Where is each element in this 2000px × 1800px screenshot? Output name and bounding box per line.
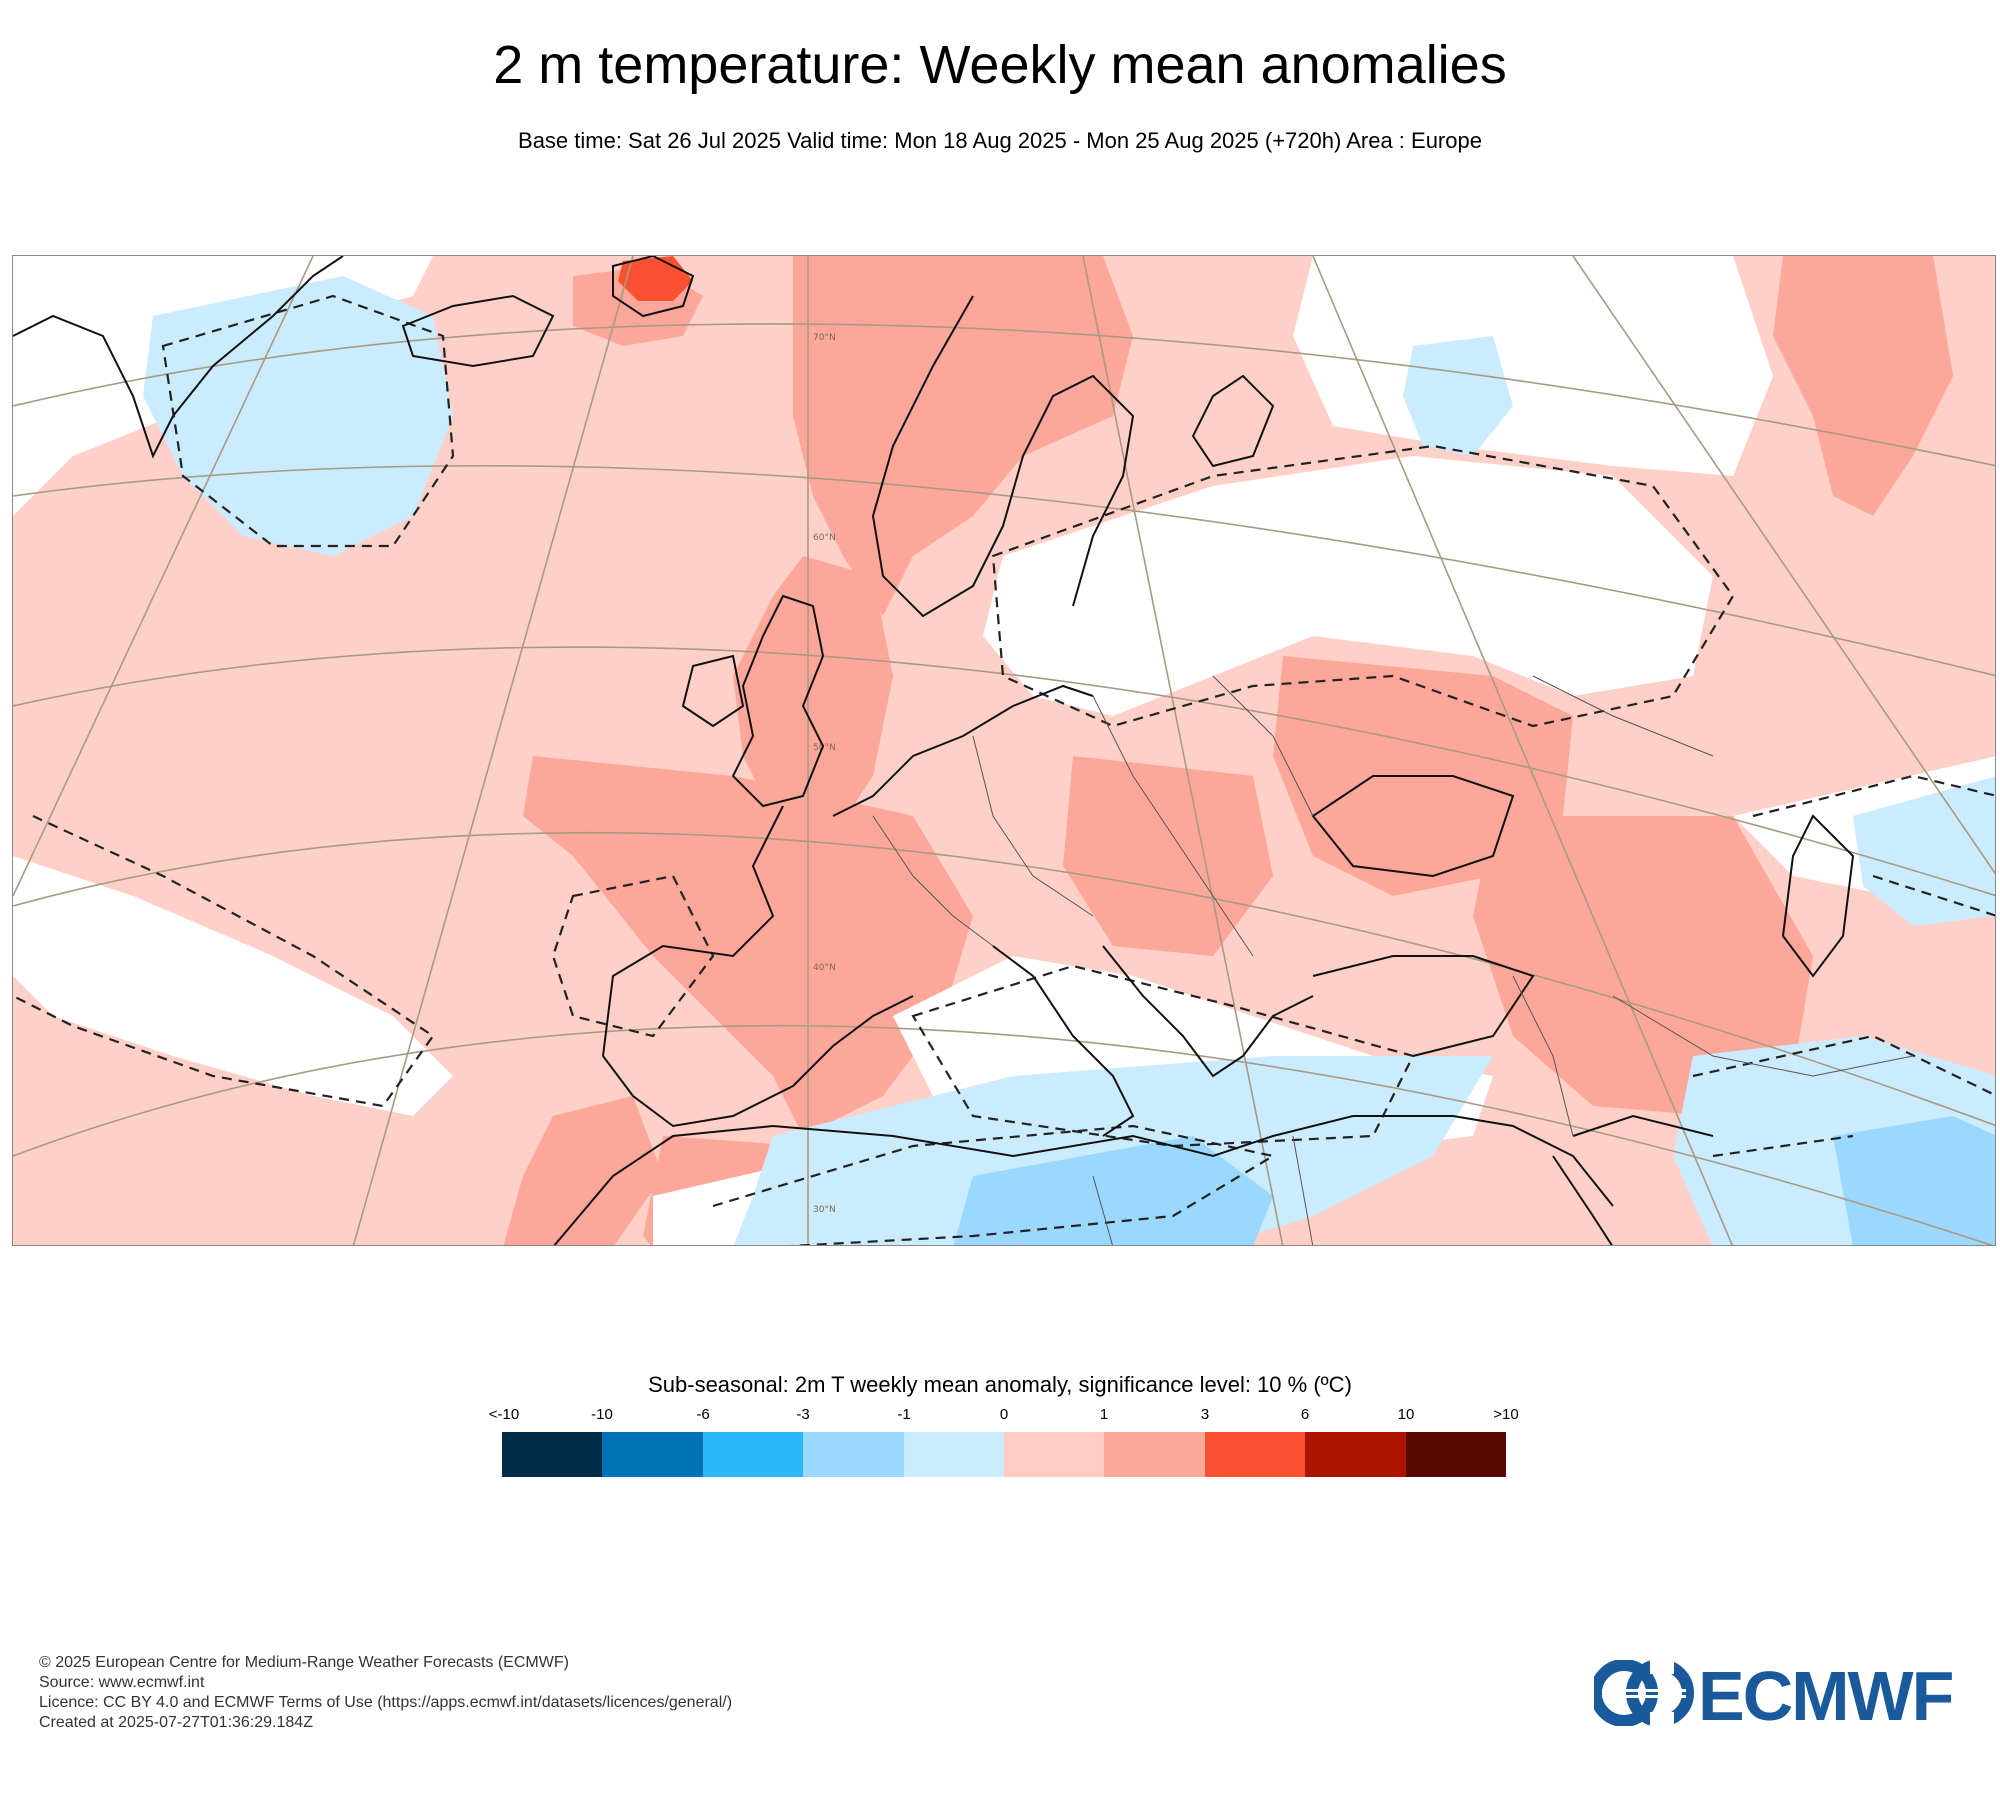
lon-line-4 [1082,256,1284,1245]
cold-region-sahara [953,1136,1273,1245]
coast-svalbard [612,256,695,318]
coast-british-isles [681,594,825,808]
page-subtitle: Base time: Sat 26 Jul 2025 Valid time: M… [518,128,1482,153]
legend-swatch-2 [702,1432,804,1477]
warm-region-north-africa [503,1096,663,1245]
legend-swatch-4 [903,1432,1005,1477]
lat-line-30 [13,1024,1994,1245]
border-line-7 [1092,1135,1314,1245]
coast-balkans [1102,945,1314,1078]
legend-tick: -6 [696,1406,710,1423]
lat-label-70: 70°N [813,333,836,343]
coast-caspian [1781,814,1855,978]
map-canvas: 70°N 60°N 50°N 40°N 30°N [13,256,1995,1245]
coast-north-africa [553,1115,1614,1245]
warm-region-france [523,756,973,1136]
contour-atlantic [13,815,435,1108]
legend-swatch-8 [1305,1432,1406,1477]
lat-line-40 [13,831,1995,1127]
coast-iceland [401,294,555,368]
page-title: 2 m temperature: Weekly mean anomalies [493,35,1507,95]
lat-line-50 [13,646,1995,897]
cool-region-russia-north [1403,336,1513,456]
lat-label-30: 30°N [813,1205,836,1215]
legend-tick: 10 [1397,1406,1415,1423]
footer-copyright: © 2025 European Centre for Medium-Range … [39,1654,569,1671]
legend-tick: 1 [1099,1406,1109,1423]
country-borders [872,675,1914,1245]
ecmwf-logo: ECMWF [1594,1657,1974,1735]
warm-region-balkans [1063,756,1273,956]
footer-created: Created at 2025-07-27T01:36:29.184Z [39,1714,313,1731]
legend-tick: 6 [1300,1406,1310,1423]
contour-greenland [161,294,455,548]
graticule [13,256,1995,1245]
coast-france-iberia [601,805,914,1128]
warm-region-north-sea [733,556,893,836]
border-line-6 [1612,995,1914,1077]
lat-line-60 [13,464,1995,677]
lat-label-40: 40°N [813,963,836,973]
legend-swatch-6 [1104,1432,1205,1477]
legend-tick: -1 [897,1406,911,1423]
anomaly-map[interactable]: 70°N 60°N 50°N 40°N 30°N [12,255,1996,1246]
footer-licence: Licence: CC BY 4.0 and ECMWF Terms of Us… [39,1694,733,1711]
border-line-8 [1532,675,1714,757]
lat-label-60: 60°N [813,533,836,543]
border-line-5 [1512,975,1574,1137]
legend-swatch-5 [1004,1432,1105,1477]
contour-iberia [551,874,715,1038]
legend-tick: 0 [999,1406,1009,1423]
border-line-4 [1212,675,1314,817]
cool-region-central-asia [1853,776,1995,926]
warm-region-middle-east [1473,816,1813,1116]
coast-europe-west [832,684,1094,817]
lon-line-6 [1572,256,1995,875]
legend-title: Sub-seasonal: 2m T weekly mean anomaly, … [648,1372,1352,1397]
coast-italy [992,945,1135,1137]
legend-swatch-3 [803,1432,904,1477]
coastlines [13,256,1855,1245]
legend-tick: -3 [796,1406,810,1423]
lon-line-5 [1312,256,1734,1245]
coast-scandinavia [871,295,1135,618]
contour-east [1752,774,1995,917]
neutral-region-atlantic [13,856,453,1116]
legend-swatch-0 [502,1432,603,1477]
warm-region-caspian [1773,256,1953,516]
legend-tick: >10 [1493,1406,1519,1423]
lat-label-50: 50°N [813,743,836,753]
coast-turkey [1312,955,1535,1057]
lon-line-1 [13,256,314,897]
legend-swatch-1 [602,1432,703,1477]
cool-region-denmark-strait [143,276,453,556]
ecmwf-logo-mark-icon [1594,1660,1694,1726]
coast-white-sea [1191,374,1275,468]
legend-tick: -10 [591,1406,613,1423]
cold-region-arabia [1833,1116,1995,1245]
legend-ticks: <-10 -10 -6 -3 -1 0 1 3 6 10 >10 [0,1406,2000,1426]
ecmwf-logo-text: ECMWF [1698,1657,1954,1735]
border-line-1 [872,815,994,947]
legend-colorbar [502,1432,1507,1477]
legend-swatch-7 [1204,1432,1306,1477]
footer: © 2025 European Centre for Medium-Range … [39,1653,732,1733]
contour-med [911,964,1415,1148]
neutral-region-central-europe [983,456,1713,716]
legend-tick: <-10 [488,1406,520,1423]
border-line-2 [972,735,1094,917]
warm-region-norway-sea [793,256,1133,616]
contour-gulf [1692,1034,1995,1158]
footer-source: Source: www.ecmwf.int [39,1674,205,1691]
legend-tick: 3 [1200,1406,1210,1423]
legend-swatch-9 [1405,1432,1507,1477]
coast-greenland [13,256,344,459]
coast-black-sea [1311,775,1515,878]
contour-africa [712,1124,1276,1245]
coast-red-sea [1552,1114,1714,1245]
border-line-3 [1092,695,1254,957]
